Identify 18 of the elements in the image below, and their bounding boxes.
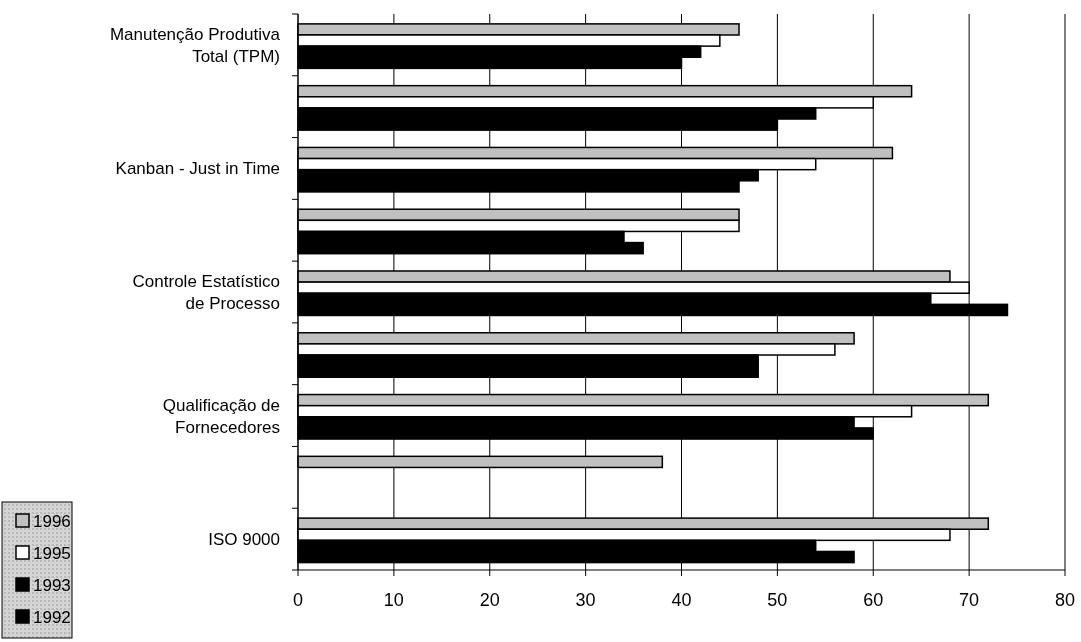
legend-label: 1995 xyxy=(33,544,71,563)
x-tick-label: 40 xyxy=(671,590,692,610)
x-tick-label: 50 xyxy=(767,590,788,610)
y-tick-label: Kanban - Just in Time xyxy=(115,159,280,179)
x-tick-label: 10 xyxy=(383,590,404,610)
y-tick-label: Manutenção Produtiva Total (TPM) xyxy=(109,24,281,66)
y-tick-label: ISO 9000 xyxy=(208,530,280,550)
x-tick-label: 70 xyxy=(959,590,980,610)
y-tick-label: Qualificação de Fornecedores xyxy=(162,395,280,437)
x-tick-label: 30 xyxy=(575,590,596,610)
x-tick-label: 0 xyxy=(292,590,304,610)
legend-label: 1992 xyxy=(33,608,71,627)
x-tick-label: 80 xyxy=(1054,590,1076,610)
legend-label: 1993 xyxy=(33,576,71,595)
x-tick-label: 20 xyxy=(479,590,500,610)
legend-label: 1996 xyxy=(33,512,71,531)
y-tick-label: Controle Estatístico de Processo xyxy=(132,272,280,313)
x-tick-label: 60 xyxy=(863,590,884,610)
